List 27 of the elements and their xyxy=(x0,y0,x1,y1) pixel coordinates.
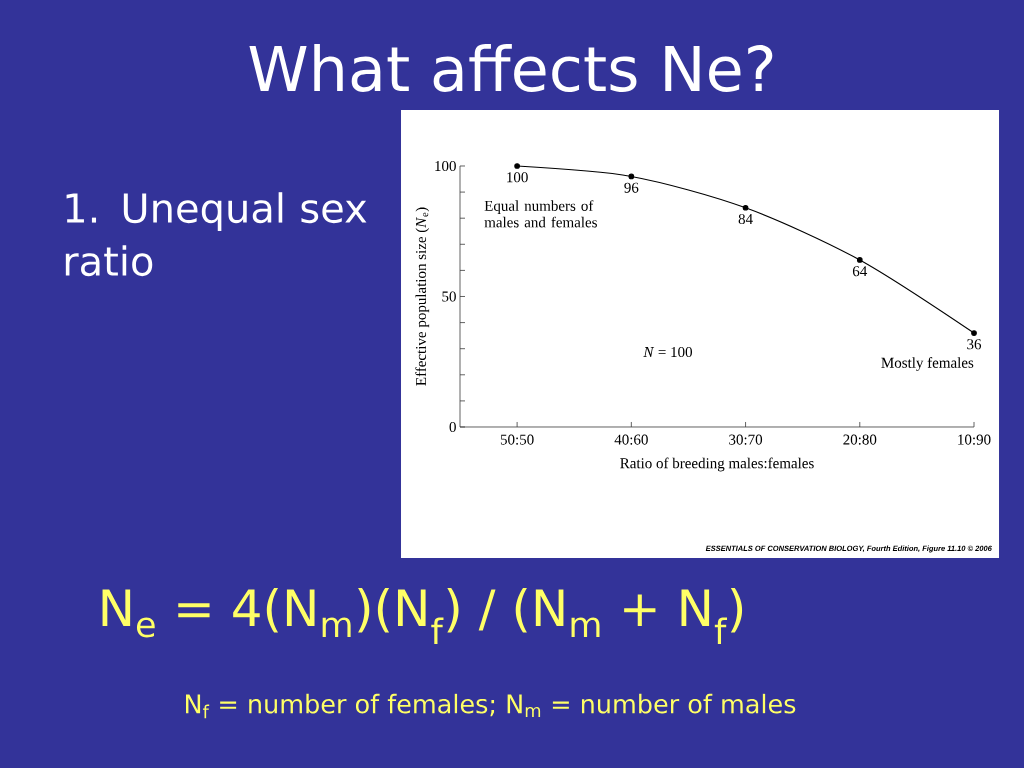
x-tick-label: 50:50 xyxy=(500,434,534,445)
data-label: 84 xyxy=(738,213,753,225)
x-axis-title: Ratio of breeding males:females xyxy=(620,457,814,472)
y-tick-label: 100 xyxy=(435,160,456,172)
point xyxy=(628,173,635,180)
point xyxy=(856,257,863,263)
y-tick-label: 50 xyxy=(442,291,456,302)
text: N$_{e}$ = 4(N$_{m}$)(N$_{f}$) / (N$_{m}$ + N$_{f}$) xyxy=(102,588,743,644)
point xyxy=(971,330,977,336)
x-tick-label: 10:90 xyxy=(958,434,991,445)
data-label: 96 xyxy=(624,182,639,193)
data-label: 36 xyxy=(967,339,982,350)
annotation: Equal numbers of males and females xyxy=(484,200,597,228)
x-tick-label: 20:80 xyxy=(843,434,877,445)
x-tick-label: 40:60 xyxy=(614,434,648,445)
data-label: 100 xyxy=(507,172,528,183)
text: 1. Unequal sex ratio xyxy=(65,192,367,277)
text: N$_{f}$ = number of females; N$_{m}$ = number of males xyxy=(186,693,796,719)
annotation: N = 100 xyxy=(643,346,693,358)
point xyxy=(742,204,749,211)
x-tick-label: 30:70 xyxy=(729,434,763,445)
y-tick-label: 0 xyxy=(449,421,456,433)
chart-title: What affects Ne? xyxy=(249,44,773,92)
point xyxy=(514,163,520,169)
y-axis-title: Effective population size (N$_{e}$) xyxy=(415,207,430,386)
data-label: 64 xyxy=(852,266,868,277)
annotation: Mostly females xyxy=(881,357,974,371)
